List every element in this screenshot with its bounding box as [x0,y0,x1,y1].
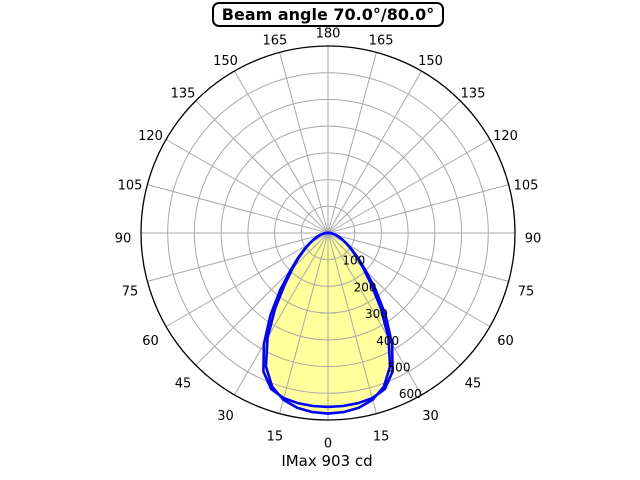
angle-tick-label: 15 [373,430,390,445]
angle-tick-label: 30 [422,409,439,424]
polar-grid-spoke [195,232,329,366]
polar-grid-spoke [327,232,491,327]
polar-grid-spoke [327,232,422,396]
angle-tick-label: 45 [465,377,482,392]
polar-grid-spoke [234,70,329,234]
angle-tick-label: 60 [497,334,514,349]
beam-curve [262,231,394,409]
angle-tick-label: 150 [213,54,238,69]
angle-tick-label: 180 [316,27,341,42]
polar-grid-spoke [147,232,329,282]
angle-tick-label: 60 [142,334,159,349]
polar-grid-spoke [279,52,329,234]
radial-tick-label: 400 [376,334,399,348]
angle-tick-label: 30 [217,409,234,424]
radial-tick-label: 200 [354,280,377,294]
polar-grid-spoke [327,232,509,282]
angle-tick-label: 45 [175,377,192,392]
angle-tick-label: 165 [262,34,287,49]
polar-grid-spoke [327,232,377,414]
angle-tick-label: 15 [267,430,284,445]
chart-title: Beam angle 70.0°/80.0° [212,2,444,27]
polar-grid-spoke [165,139,329,234]
polar-outer-circle [140,45,516,421]
angle-tick-label: 75 [518,285,535,300]
polar-grid-spoke [165,232,329,327]
polar-grid-spoke [327,232,461,366]
angle-tick-label: 135 [461,87,486,102]
polar-grid-spoke [195,100,329,234]
polar-grid-spoke [279,232,329,414]
imax-label: IMax 903 cd [281,452,373,470]
angle-tick-label: 165 [369,34,394,49]
radial-tick-label: 100 [342,254,365,268]
polar-grid-spoke [327,70,422,234]
radial-tick-label: 500 [388,361,411,375]
polar-grid-spoke [327,52,377,234]
angle-tick-label: 120 [493,129,518,144]
polar-grid-spoke [327,139,491,234]
angle-tick-label: 105 [118,178,143,193]
angle-tick-label: 120 [138,129,163,144]
polar-grid-spoke [147,184,329,234]
polar-grid-spoke [327,100,461,234]
angle-tick-label: 0 [324,437,332,452]
angle-tick-label: 150 [418,54,443,69]
radial-tick-label: 300 [365,307,388,321]
polar-grid-spoke [327,184,509,234]
angle-tick-label: 75 [122,285,139,300]
angle-tick-label: 90 [115,232,132,247]
angle-tick-label: 90 [525,232,542,247]
angle-tick-label: 105 [514,178,539,193]
polar-grid-spoke [234,232,329,396]
radial-tick-label: 600 [399,387,422,401]
angle-tick-label: 135 [171,87,196,102]
